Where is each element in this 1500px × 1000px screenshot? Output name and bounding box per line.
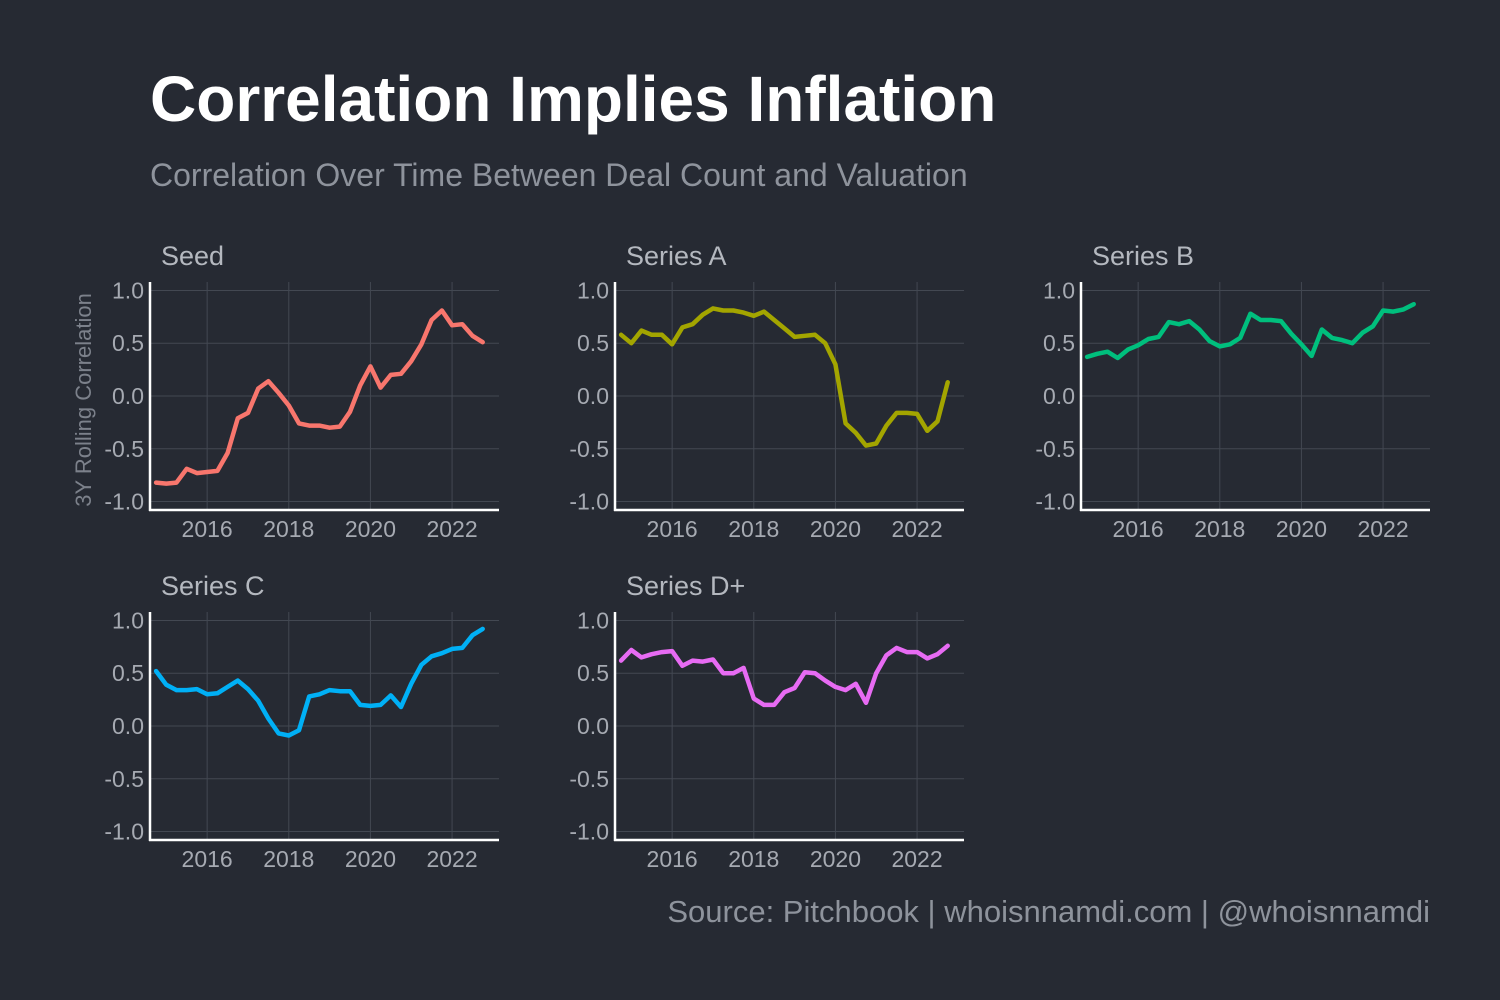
y-tick-label: 0.0 [112, 383, 144, 409]
x-tick-label: 2022 [1357, 516, 1408, 542]
y-tick-label: 1.0 [1043, 277, 1075, 303]
y-axis-title: 3Y Rolling Correlation [71, 293, 96, 507]
panel-title: Series A [626, 241, 727, 271]
x-tick-label: 2018 [263, 846, 314, 872]
x-tick-label: 2018 [1194, 516, 1245, 542]
x-tick-label: 2016 [1113, 516, 1164, 542]
panel-4: Series D+ -1.0 -0.5 0.0 0.5 1.0 2016 2018 2020 20… [569, 571, 964, 872]
panel-2: Series B -1.0 -0.5 0.0 0.5 1.0 2016 2018 2020 202… [1035, 241, 1430, 542]
y-tick-label: -0.5 [569, 436, 609, 462]
y-tick-label: -1.0 [1035, 489, 1075, 515]
x-tick-label: 2016 [647, 516, 698, 542]
y-tick-label: 0.5 [577, 660, 609, 686]
y-tick-label: -1.0 [104, 819, 144, 845]
x-tick-label: 2016 [647, 846, 698, 872]
y-tick-label: -1.0 [104, 489, 144, 515]
y-tick-label: 0.0 [112, 713, 144, 739]
panel-title: Series C [161, 571, 265, 601]
y-tick-label: -1.0 [569, 819, 609, 845]
y-tick-label: 0.0 [577, 383, 609, 409]
series-line-seed [153, 308, 485, 486]
panel-1: Series A -1.0 -0.5 0.0 0.5 1.0 2016 2018 2020 202… [569, 241, 964, 542]
panel-3: Series C -1.0 -0.5 0.0 0.5 1.0 2016 2018 2020 202… [104, 571, 499, 872]
x-tick-label: 2016 [182, 516, 233, 542]
y-tick-label: -1.0 [569, 489, 609, 515]
y-tick-label: -0.5 [569, 766, 609, 792]
x-tick-label: 2020 [345, 846, 396, 872]
source-caption: Source: Pitchbook | whoisnnamdi.com | @w… [667, 894, 1430, 929]
y-tick-label: 1.0 [577, 607, 609, 633]
chart-title: Correlation Implies Inflation [150, 63, 996, 135]
x-tick-label: 2020 [810, 516, 861, 542]
panel-title: Series B [1092, 241, 1194, 271]
x-tick-label: 2020 [810, 846, 861, 872]
y-tick-label: 1.0 [112, 607, 144, 633]
y-tick-label: 1.0 [577, 277, 609, 303]
x-tick-label: 2022 [891, 516, 942, 542]
series-line-series-a [618, 306, 950, 448]
x-tick-label: 2022 [891, 846, 942, 872]
x-tick-label: 2018 [728, 846, 779, 872]
series-line-series-b [1084, 301, 1416, 361]
x-tick-label: 2018 [728, 516, 779, 542]
series-line-series-d [618, 643, 950, 708]
x-tick-label: 2020 [345, 516, 396, 542]
y-tick-label: -0.5 [104, 766, 144, 792]
series-line-series-c [153, 626, 485, 738]
y-tick-label: 1.0 [112, 277, 144, 303]
x-tick-label: 2018 [263, 516, 314, 542]
y-tick-label: 0.5 [1043, 330, 1075, 356]
y-tick-label: 0.5 [112, 660, 144, 686]
y-tick-label: -0.5 [104, 436, 144, 462]
chart-subtitle: Correlation Over Time Between Deal Count… [150, 157, 968, 193]
x-tick-label: 2020 [1276, 516, 1327, 542]
y-tick-label: 0.5 [112, 330, 144, 356]
x-tick-label: 2022 [426, 846, 477, 872]
panel-title: Series D+ [626, 571, 745, 601]
panel-title: Seed [161, 241, 224, 271]
x-tick-label: 2016 [182, 846, 233, 872]
y-tick-label: -0.5 [1035, 436, 1075, 462]
x-tick-label: 2022 [426, 516, 477, 542]
y-tick-label: 0.0 [1043, 383, 1075, 409]
y-tick-label: 0.0 [577, 713, 609, 739]
panel-0: Seed -1.0 -0.5 0.0 0.5 1.0 2016 2018 2020 2022 [104, 241, 499, 542]
y-tick-label: 0.5 [577, 330, 609, 356]
